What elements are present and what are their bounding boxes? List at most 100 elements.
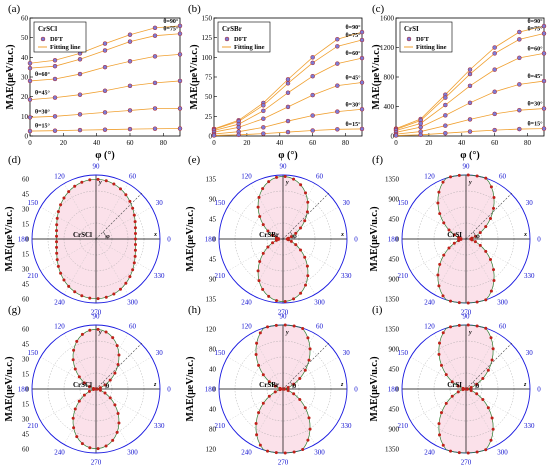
polar-frame [31, 324, 161, 454]
dft-point [359, 107, 365, 112]
panel-label: (f) [372, 154, 383, 166]
data-point [271, 241, 275, 245]
dft-point [77, 127, 83, 133]
data-point [444, 401, 448, 405]
y-tick-label: 10 [21, 113, 29, 121]
data-point [274, 451, 278, 455]
dft-point [541, 106, 547, 111]
data-point [273, 384, 277, 388]
radial-tick-label: 60 [22, 446, 30, 454]
data-point [77, 399, 81, 403]
data-point [282, 387, 286, 391]
data-point [256, 269, 260, 273]
x-tick-label: 20 [425, 139, 433, 147]
fit-line [395, 80, 545, 133]
radial-tick-label: 30 [22, 356, 30, 364]
theta-label: θ=60° [346, 50, 362, 57]
data-point [133, 226, 137, 230]
axis-label-horizontal: x [153, 232, 157, 238]
data-point [303, 368, 307, 372]
data-point [469, 388, 473, 392]
data-point [275, 299, 279, 303]
data-point [491, 427, 495, 431]
theta-label: θ=60° [528, 45, 544, 52]
data-point [72, 426, 76, 430]
dft-point [152, 54, 158, 59]
dft-point [127, 126, 133, 132]
data-point [108, 378, 112, 382]
dft-point [261, 108, 266, 114]
data-point [266, 245, 270, 249]
data-point [257, 363, 261, 367]
dft-point [27, 115, 33, 120]
data-point [115, 344, 119, 348]
theta-label: θ=75° [163, 26, 179, 33]
data-point [299, 291, 303, 295]
angle-tick-label: 120 [424, 172, 435, 180]
data-point [491, 347, 495, 351]
angle-tick-label: 90 [280, 163, 288, 171]
y-tick-label: 150 [202, 15, 213, 23]
data-point [437, 284, 441, 288]
theta-label: θ=90° [163, 18, 179, 25]
y-axis-label: MAE(μeV/u.c.) [371, 44, 382, 109]
x-tick-label: 40 [276, 139, 284, 147]
angle-tick-label: 120 [241, 172, 252, 180]
data-point [441, 443, 445, 447]
panel-label: (d) [8, 154, 21, 166]
angle-tick-label: 120 [424, 322, 435, 330]
y-axis-label: MAE(μeV/u.c.) [185, 356, 196, 421]
data-point [441, 294, 445, 298]
angle-tick-label: 0 [537, 236, 541, 244]
y-tick-label: 50 [21, 34, 29, 42]
radial-tick-label: 15 [22, 251, 30, 259]
data-point [484, 249, 488, 253]
radial-tick-label: 900 [389, 276, 400, 284]
axis-label-vertical: y [285, 180, 289, 186]
y-tick-label: 25 [205, 113, 213, 121]
axis-label-vertical: y [98, 330, 102, 336]
radial-tick-label: 1350 [385, 296, 400, 304]
data-point [80, 332, 84, 336]
panel-label: (b) [188, 3, 201, 15]
angle-tick-label: 180 [388, 386, 399, 394]
data-point [441, 331, 445, 335]
angle-tick-label: 300 [127, 299, 138, 307]
data-point [437, 422, 441, 426]
dft-point [27, 60, 33, 66]
data-point [80, 294, 84, 298]
angle-tick-label: 330 [154, 272, 165, 280]
data-point [449, 299, 453, 303]
data-point [438, 433, 442, 437]
radial-tick-label: 30 [22, 416, 30, 424]
angle-tick-label: 150 [215, 199, 226, 207]
y-axis-label: MAE(μeV/u.c.) [4, 206, 15, 271]
dft-point [261, 125, 266, 130]
y-tick-label: 50 [205, 93, 213, 101]
dft-point [152, 25, 158, 31]
data-point [283, 451, 287, 455]
radial-tick-label: 0 [396, 386, 400, 394]
data-point [55, 258, 59, 262]
panel-i: (i) θ y z CrSI 0 30 60 90 120 150 180 210 240 270 300 33… [369, 304, 541, 466]
radial-tick-label: 90 [209, 276, 217, 284]
data-point [256, 205, 260, 209]
radial-tick-label: 60 [22, 296, 30, 304]
y-axis-label: MAE(μeV/u.c.) [5, 44, 16, 109]
angle-tick-label: 180 [18, 386, 29, 394]
dft-point [102, 110, 108, 115]
data-point [489, 336, 493, 340]
y-tick-label: 40 [21, 54, 29, 62]
data-point [266, 449, 270, 453]
data-point [294, 243, 298, 247]
data-point [132, 261, 136, 265]
material-label: CrSI [447, 231, 462, 239]
dft-point [77, 112, 83, 117]
data-point [292, 177, 296, 181]
x-tick-label: 60 [491, 139, 499, 147]
dft-point [517, 37, 522, 42]
theta-label: θ=45° [35, 90, 51, 97]
x-tick-label: 40 [458, 139, 466, 147]
